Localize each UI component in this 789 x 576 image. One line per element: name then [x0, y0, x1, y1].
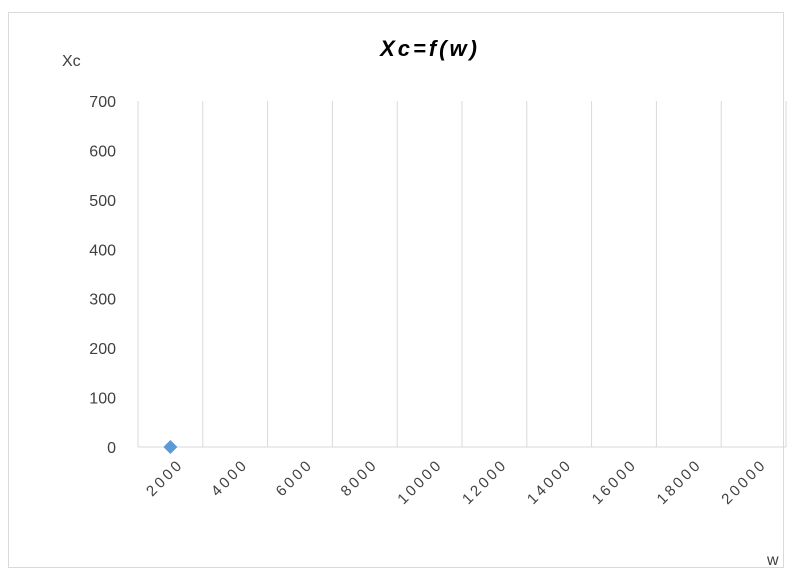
x-tick-label: 16000: [589, 456, 641, 508]
y-tick-label: 400: [89, 242, 116, 259]
y-tick-label: 200: [89, 341, 116, 358]
x-tick-label: 14000: [524, 456, 576, 508]
x-tick-label: 2000: [143, 456, 187, 500]
x-tick-label: 6000: [273, 456, 317, 500]
x-tick-label: 18000: [654, 456, 706, 508]
y-tick-label: 300: [89, 292, 116, 309]
data-points: [163, 440, 178, 454]
x-axis-label: w: [766, 552, 779, 569]
y-tick-label: 700: [89, 94, 116, 111]
x-tick-label: 20000: [718, 456, 770, 508]
data-point: [163, 440, 178, 454]
chart-area: [8, 12, 784, 568]
x-tick-label: 8000: [338, 456, 382, 500]
y-tick-label: 600: [89, 143, 116, 160]
x-tick-label: 10000: [394, 456, 446, 508]
chart-title: Xc=f(w): [378, 36, 480, 61]
x-tick-label: 12000: [459, 456, 511, 508]
gridlines: [137, 101, 787, 447]
y-tick-label: 0: [107, 440, 116, 457]
x-tick-label: 4000: [208, 456, 252, 500]
y-axis-label: Xc: [62, 53, 81, 70]
y-tick-labels: 0 100 200 300 400 500 600 700: [89, 94, 116, 457]
y-tick-label: 500: [89, 193, 116, 210]
y-tick-label: 100: [89, 391, 116, 408]
x-tick-labels: 2000 4000 6000 8000 10000 12000 14000 16000 1800…: [143, 456, 770, 508]
